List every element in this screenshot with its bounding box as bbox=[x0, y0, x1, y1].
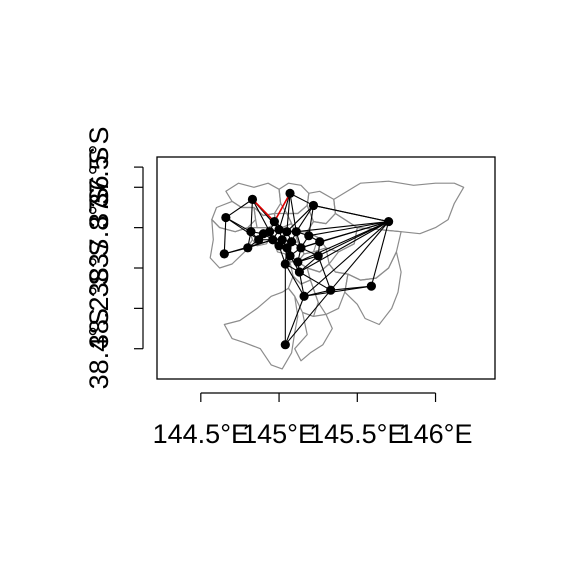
node-n15 bbox=[268, 235, 278, 245]
edge-n2-n9 bbox=[251, 199, 271, 232]
node-n7 bbox=[246, 227, 256, 237]
node-n3 bbox=[308, 200, 319, 211]
edge-n5-n29 bbox=[370, 221, 390, 287]
node-n25 bbox=[313, 251, 323, 261]
node-n20 bbox=[282, 243, 292, 253]
network-nodes bbox=[219, 188, 394, 350]
node-n30 bbox=[326, 285, 336, 295]
edge-n3-n12 bbox=[295, 205, 314, 232]
map-frame bbox=[156, 156, 496, 380]
y-tick-label: 38°S bbox=[84, 239, 114, 298]
edge-n31-n32 bbox=[284, 296, 305, 345]
highlighted-edges bbox=[251, 192, 291, 223]
edge-n29-n31 bbox=[304, 285, 372, 297]
y-tick-label: 38.4°S bbox=[84, 308, 114, 389]
node-n14 bbox=[254, 235, 264, 245]
node-n24 bbox=[285, 251, 295, 261]
edge-n1-n12 bbox=[289, 193, 297, 232]
edge-n5-n28 bbox=[299, 221, 389, 273]
node-n13 bbox=[304, 231, 314, 241]
node-n10 bbox=[274, 225, 284, 235]
node-n4 bbox=[221, 212, 231, 223]
edge-n5-n26 bbox=[297, 221, 389, 263]
region-boundaries bbox=[209, 180, 465, 370]
edge-n4-n23 bbox=[223, 217, 227, 254]
x-tick-label: 144.5°E bbox=[153, 419, 249, 449]
edge-n2-n4 bbox=[225, 198, 253, 218]
edge-n5-n31 bbox=[303, 221, 389, 297]
region-24 bbox=[223, 287, 299, 370]
y-axis: 38.4°S38.2°S38°S37.8°S37.6°S37.5°S bbox=[84, 126, 144, 389]
region-10 bbox=[209, 219, 254, 269]
edge-n1-n10 bbox=[278, 193, 291, 230]
node-n2 bbox=[247, 194, 258, 204]
node-n11 bbox=[282, 227, 292, 237]
node-n21 bbox=[296, 243, 306, 253]
y-tick-label: 38.2°S bbox=[84, 268, 114, 349]
network-edges bbox=[223, 192, 390, 346]
node-n5 bbox=[383, 216, 394, 227]
edge-n5-n3 bbox=[313, 204, 389, 223]
node-n1 bbox=[285, 188, 295, 198]
y-tick-label: 37.8°S bbox=[84, 187, 114, 268]
node-n22 bbox=[243, 243, 253, 253]
region-21 bbox=[344, 251, 402, 326]
edge-n1-n11 bbox=[286, 193, 291, 232]
edge-n5-n13 bbox=[308, 221, 389, 237]
edge-n32-n30 bbox=[284, 289, 332, 346]
node-n27 bbox=[280, 259, 290, 269]
region-23 bbox=[294, 311, 333, 362]
edge-n5-n12 bbox=[296, 221, 389, 233]
edge-n2-n7 bbox=[250, 199, 254, 232]
edge-n4-n14 bbox=[225, 217, 260, 241]
edge-n27-n31 bbox=[284, 263, 305, 297]
node-n23 bbox=[219, 249, 229, 259]
highlight-edge-n6-n1 bbox=[273, 192, 291, 222]
x-tick-label: 146°E bbox=[399, 419, 473, 449]
x-tick-label: 145°E bbox=[242, 419, 316, 449]
node-n28 bbox=[294, 267, 304, 277]
edge-n3-n11 bbox=[286, 205, 314, 233]
node-n18 bbox=[315, 237, 325, 247]
node-n6 bbox=[269, 216, 279, 227]
edge-n28-n30 bbox=[299, 271, 331, 291]
node-n31 bbox=[299, 291, 309, 301]
x-tick-label: 145.5°E bbox=[309, 419, 405, 449]
node-n26 bbox=[293, 257, 303, 267]
edge-n5-n30 bbox=[330, 221, 390, 291]
node-n9 bbox=[265, 227, 275, 237]
y-tick-label: 37.6°S bbox=[84, 147, 114, 228]
edge-n25-n30 bbox=[317, 255, 332, 291]
highlight-edge-n6-n2 bbox=[251, 198, 275, 223]
y-tick-label: 37.5°S bbox=[84, 126, 114, 207]
node-n12 bbox=[291, 227, 301, 237]
node-n29 bbox=[366, 281, 376, 291]
region-2 bbox=[278, 182, 310, 215]
node-n19 bbox=[274, 241, 284, 251]
node-n32 bbox=[280, 340, 290, 350]
